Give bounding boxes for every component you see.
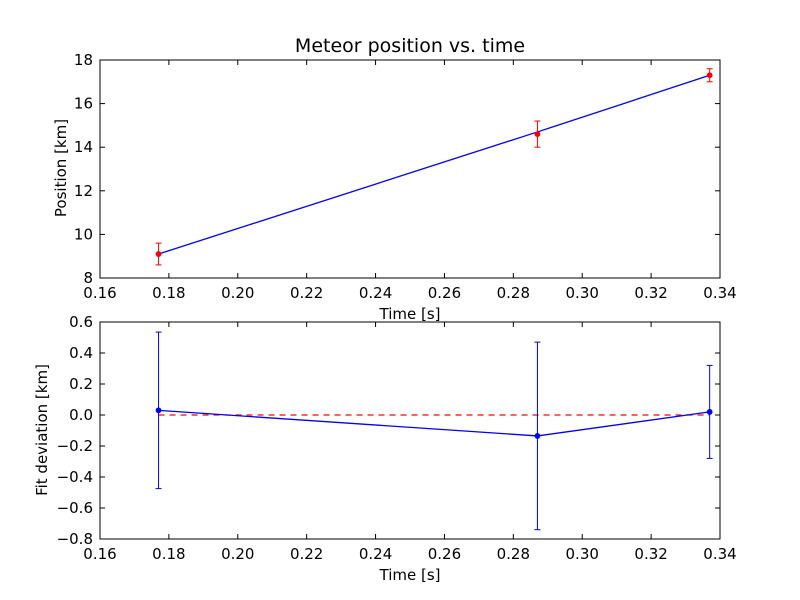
deviation-x-tick-label: 0.34: [703, 545, 736, 563]
deviation-y-tick-label: −0.8: [57, 530, 93, 548]
position-x-tick-label: 0.24: [359, 284, 392, 302]
data-point: [155, 251, 162, 257]
position-x-tick-label: 0.18: [152, 284, 185, 302]
deviation-y-tick-label: 0.0: [69, 406, 93, 424]
position-plot-x-label: Time [s]: [379, 305, 441, 323]
deviation-plot-x-label: Time [s]: [379, 566, 441, 584]
deviation-plot: Time [s] Fit deviation [km] 0.16 0.18 0.20…: [33, 313, 737, 584]
deviation-plot-marks: [155, 331, 713, 531]
deviation-x-tick-label: 0.26: [428, 545, 461, 563]
data-point: [706, 72, 713, 79]
deviation-y-tick-label: 0.4: [69, 344, 93, 362]
position-x-tick-label: 0.26: [428, 284, 461, 302]
position-y-tick-label: 8: [83, 269, 93, 287]
deviation-y-tick-label: −0.6: [57, 499, 93, 517]
position-y-tick-label: 16: [74, 95, 93, 113]
deviation-y-tick-label: −0.4: [57, 468, 93, 486]
position-x-tick-label: 0.20: [221, 284, 254, 302]
deviation-x-tick-label: 0.16: [83, 545, 116, 563]
deviation-x-tick-label: 0.18: [152, 545, 185, 563]
position-plot-title: Meteor position vs. time: [295, 35, 525, 57]
position-plot-marks: [155, 68, 713, 266]
position-x-tick-label: 0.22: [290, 284, 323, 302]
position-y-tick-label: 12: [74, 182, 93, 200]
deviation-plot-y-label: Fit deviation [km]: [33, 364, 51, 496]
deviation-y-tick-label: −0.2: [57, 437, 93, 455]
deviation-x-tick-label: 0.22: [290, 545, 323, 563]
position-y-tick-label: 14: [74, 138, 93, 156]
position-plot-frame: [99, 59, 721, 279]
position-x-tick-label: 0.28: [497, 284, 530, 302]
deviation-x-tick-label: 0.20: [221, 545, 254, 563]
data-point: [534, 433, 541, 439]
deviation-x-tick-label: 0.32: [634, 545, 667, 563]
position-plot: Meteor position vs. time Time [s] Positi…: [52, 35, 737, 323]
data-point: [155, 407, 162, 414]
deviation-x-tick-label: 0.30: [566, 545, 599, 563]
data-point: [706, 409, 713, 415]
position-plot-ticks: 0.16 0.18 0.20 0.22 0.24 0.26 0.28 0.30 0.32 0.34…: [74, 51, 737, 302]
position-y-tick-label: 10: [74, 225, 93, 243]
position-x-tick-label: 0.34: [703, 284, 736, 302]
position-x-tick-label: 0.16: [83, 284, 116, 302]
position-x-tick-label: 0.30: [566, 284, 599, 302]
deviation-x-tick-label: 0.28: [497, 545, 530, 563]
data-point: [534, 131, 541, 138]
deviation-plot-frame: [99, 321, 721, 540]
deviation-x-tick-label: 0.24: [359, 545, 392, 563]
deviation-y-tick-label: 0.2: [69, 375, 93, 393]
deviation-y-tick-label: 0.6: [69, 313, 93, 331]
position-x-tick-label: 0.32: [634, 284, 667, 302]
deviation-plot-ticks: 0.16 0.18 0.20 0.22 0.24 0.26 0.28 0.30 0.32 0.34…: [57, 313, 737, 563]
position-plot-y-label: Position [km]: [52, 119, 70, 217]
position-y-tick-label: 18: [74, 51, 93, 69]
